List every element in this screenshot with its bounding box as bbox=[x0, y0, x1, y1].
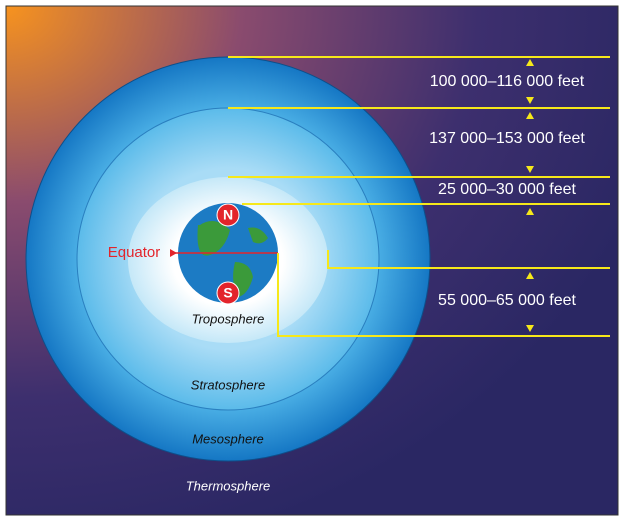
stratosphere-label: Stratosphere bbox=[191, 377, 265, 392]
height-lines bbox=[228, 56, 610, 337]
north-label: N bbox=[223, 207, 233, 223]
yellow-lines bbox=[228, 56, 610, 337]
height-label: 55 000–65 000 feet bbox=[438, 292, 576, 309]
height-label: 25 000–30 000 feet bbox=[438, 181, 576, 198]
troposphere-label: Troposphere bbox=[192, 311, 265, 326]
north-pole bbox=[216, 203, 240, 227]
south-label: S bbox=[223, 285, 232, 301]
height-label: 137 000–153 000 feet bbox=[429, 130, 585, 147]
mesosphere-label: Mesosphere bbox=[192, 431, 264, 446]
thermosphere-label: Thermosphere bbox=[186, 478, 271, 493]
continents bbox=[197, 221, 268, 297]
equator-label: Equator bbox=[108, 244, 161, 261]
south-pole bbox=[216, 281, 240, 305]
arrowheads bbox=[526, 59, 534, 332]
equator-arrow bbox=[170, 249, 177, 257]
height-label: 100 000–116 000 feet bbox=[430, 73, 585, 90]
